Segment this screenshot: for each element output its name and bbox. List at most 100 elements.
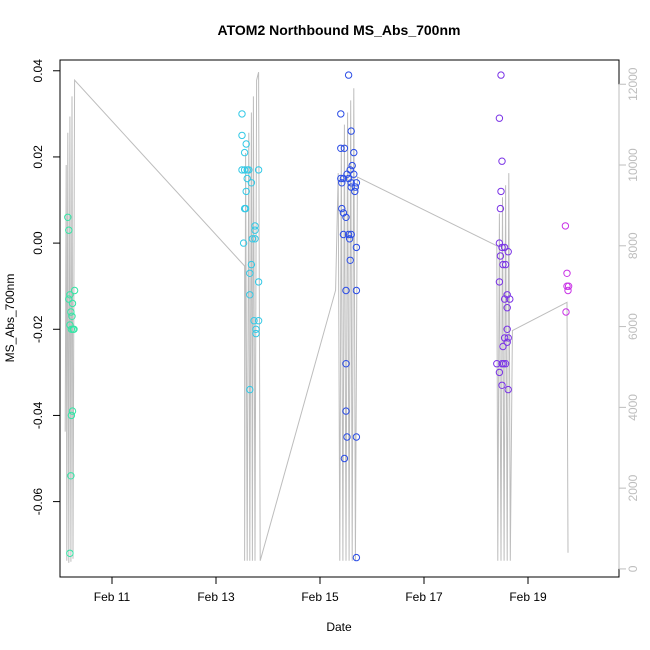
data-point-g3-3 bbox=[497, 187, 505, 196]
data-point-g2-2 bbox=[337, 144, 345, 153]
x-tick-label-2: Feb 15 bbox=[301, 590, 339, 604]
data-point-g2-35 bbox=[352, 553, 361, 562]
data-point-g3-16 bbox=[503, 304, 511, 312]
data-point-g1-10 bbox=[242, 187, 250, 196]
data-point-g0-0 bbox=[64, 213, 72, 222]
data-point-g2-19 bbox=[338, 204, 346, 213]
data-point-g1-23 bbox=[254, 317, 263, 325]
data-point-g4-4 bbox=[564, 286, 572, 295]
data-point-g0-6 bbox=[68, 312, 76, 320]
data-point-g2-28 bbox=[342, 286, 350, 295]
data-point-g0-11 bbox=[70, 286, 79, 295]
data-point-g3-2 bbox=[498, 157, 506, 165]
data-point-g4-3 bbox=[564, 282, 573, 290]
data-point-g3-27 bbox=[498, 381, 506, 389]
y-tick-label-2: 0.00 bbox=[31, 231, 45, 255]
data-point-g2-5 bbox=[350, 148, 358, 157]
data-point-g1-0 bbox=[238, 110, 246, 118]
data-point-g0-9 bbox=[70, 325, 78, 333]
data-point-g3-12 bbox=[495, 278, 504, 286]
data-point-g1-12 bbox=[241, 204, 250, 213]
data-point-g3-1 bbox=[495, 114, 504, 122]
y-tick-label-1: 0.02 bbox=[31, 145, 45, 169]
data-point-g2-22 bbox=[339, 230, 348, 239]
data-point-g1-18 bbox=[247, 260, 256, 269]
data-point-g1-7 bbox=[245, 166, 253, 174]
data-point-g2-33 bbox=[352, 433, 361, 441]
secondary-y-tick-label-6: 12000 bbox=[626, 67, 640, 101]
data-point-g2-34 bbox=[340, 454, 349, 463]
data-point-g1-1 bbox=[238, 131, 246, 140]
data-point-g3-7 bbox=[498, 243, 506, 252]
data-point-g3-15 bbox=[506, 295, 514, 303]
data-point-g2-32 bbox=[343, 433, 351, 441]
x-axis-label: Date bbox=[326, 620, 352, 634]
data-point-g1-25 bbox=[252, 329, 260, 338]
data-point-g3-28 bbox=[504, 385, 512, 394]
x-tick-label-3: Feb 17 bbox=[405, 590, 443, 604]
data-point-g0-10 bbox=[68, 299, 77, 308]
data-point-g1-8 bbox=[243, 174, 251, 183]
data-point-g1-19 bbox=[246, 269, 254, 277]
data-point-g1-26 bbox=[246, 385, 254, 394]
y-tick-label-4: -0.04 bbox=[31, 401, 45, 429]
data-point-g1-24 bbox=[252, 325, 260, 333]
data-point-g2-29 bbox=[352, 286, 361, 295]
data-point-g1-16 bbox=[251, 235, 259, 243]
data-point-g1-9 bbox=[247, 179, 256, 187]
data-point-g2-4 bbox=[347, 127, 355, 135]
data-point-g3-21 bbox=[499, 342, 507, 351]
data-point-g2-17 bbox=[351, 183, 360, 191]
data-point-g0-2 bbox=[65, 295, 73, 303]
data-point-g0-4 bbox=[67, 308, 75, 316]
y-tick-label-3: -0.02 bbox=[31, 315, 45, 343]
data-point-g4-0 bbox=[561, 222, 570, 230]
chart-title: ATOM2 Northbound MS_Abs_700nm bbox=[218, 22, 461, 38]
secondary-y-tick-label-2: 4000 bbox=[626, 394, 640, 421]
data-point-g1-20 bbox=[254, 278, 263, 286]
data-point-g2-14 bbox=[338, 179, 346, 187]
data-point-g1-14 bbox=[251, 226, 259, 234]
secondary-series-line bbox=[64, 71, 569, 563]
data-point-g1-27 bbox=[254, 166, 263, 174]
secondary-y-axis: 0 2000 4000 6000 8000 10000 12000 bbox=[618, 67, 640, 572]
x-axis: Feb 11 Feb 13 Feb 15 Feb 17 Feb 19 bbox=[94, 576, 547, 604]
data-point-g3-10 bbox=[499, 260, 507, 269]
secondary-y-tick-label-1: 2000 bbox=[626, 474, 640, 501]
data-point-g1-21 bbox=[246, 291, 254, 299]
data-point-g2-1 bbox=[337, 110, 345, 118]
secondary-y-tick-label-5: 10000 bbox=[626, 148, 640, 182]
data-point-g0-3 bbox=[66, 291, 74, 299]
data-point-g2-13 bbox=[347, 179, 355, 187]
data-point-g3-8 bbox=[500, 243, 509, 252]
data-point-g1-15 bbox=[248, 235, 257, 243]
data-point-g3-4 bbox=[496, 204, 505, 213]
secondary-series-layer bbox=[64, 71, 569, 563]
data-point-g2-30 bbox=[342, 360, 350, 368]
data-point-g1-17 bbox=[239, 239, 248, 247]
data-point-g2-21 bbox=[342, 213, 350, 222]
data-point-g2-18 bbox=[351, 187, 359, 196]
secondary-y-tick-label-3: 6000 bbox=[626, 313, 640, 340]
y-tick-label-5: -0.06 bbox=[31, 488, 45, 516]
data-point-g4-1 bbox=[563, 269, 571, 277]
data-point-g2-24 bbox=[347, 230, 355, 239]
data-point-g2-25 bbox=[345, 235, 354, 243]
x-tick-label-1: Feb 13 bbox=[197, 590, 235, 604]
data-point-g1-2 bbox=[240, 148, 249, 157]
secondary-y-tick-label-4: 8000 bbox=[626, 232, 640, 259]
y-axis: 0.04 0.02 0.00 -0.02 -0.04 -0.06 bbox=[31, 59, 61, 516]
data-point-g3-0 bbox=[497, 71, 505, 79]
data-point-g1-3 bbox=[242, 140, 250, 148]
data-point-g3-25 bbox=[501, 360, 510, 368]
data-point-g3-5 bbox=[504, 248, 512, 256]
data-point-g0-1 bbox=[65, 226, 73, 234]
data-point-g2-26 bbox=[352, 243, 361, 252]
data-point-g2-31 bbox=[342, 407, 350, 415]
x-tick-label-0: Feb 11 bbox=[94, 590, 131, 604]
data-point-g2-27 bbox=[346, 256, 354, 264]
data-point-g3-9 bbox=[496, 252, 505, 260]
data-point-g2-10 bbox=[337, 174, 345, 183]
data-point-g2-11 bbox=[339, 174, 348, 183]
data-point-g2-3 bbox=[340, 144, 349, 153]
